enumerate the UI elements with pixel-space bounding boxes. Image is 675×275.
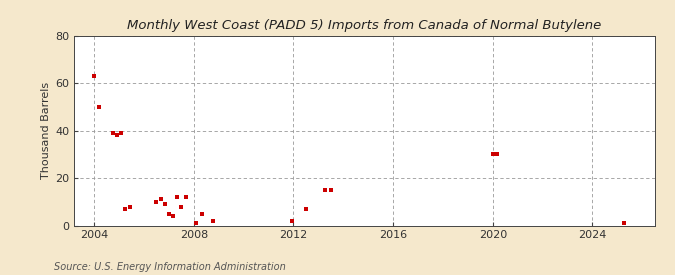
Point — [180, 195, 191, 199]
Point — [94, 105, 105, 109]
Point — [151, 200, 162, 204]
Point — [163, 211, 174, 216]
Point — [111, 133, 122, 138]
Point — [207, 219, 218, 223]
Title: Monthly West Coast (PADD 5) Imports from Canada of Normal Butylene: Monthly West Coast (PADD 5) Imports from… — [128, 19, 601, 32]
Point — [120, 207, 131, 211]
Point — [159, 202, 170, 206]
Y-axis label: Thousand Barrels: Thousand Barrels — [41, 82, 51, 179]
Point — [618, 221, 629, 225]
Point — [155, 197, 166, 202]
Point — [196, 211, 207, 216]
Point — [168, 214, 179, 218]
Point — [325, 188, 336, 192]
Point — [89, 74, 100, 78]
Point — [107, 131, 118, 135]
Point — [491, 152, 502, 156]
Point — [300, 207, 311, 211]
Point — [176, 204, 187, 209]
Point — [190, 221, 201, 225]
Point — [115, 131, 126, 135]
Point — [487, 152, 498, 156]
Point — [171, 195, 182, 199]
Text: Source: U.S. Energy Information Administration: Source: U.S. Energy Information Administ… — [54, 262, 286, 272]
Point — [124, 204, 135, 209]
Point — [286, 219, 297, 223]
Point — [319, 188, 330, 192]
